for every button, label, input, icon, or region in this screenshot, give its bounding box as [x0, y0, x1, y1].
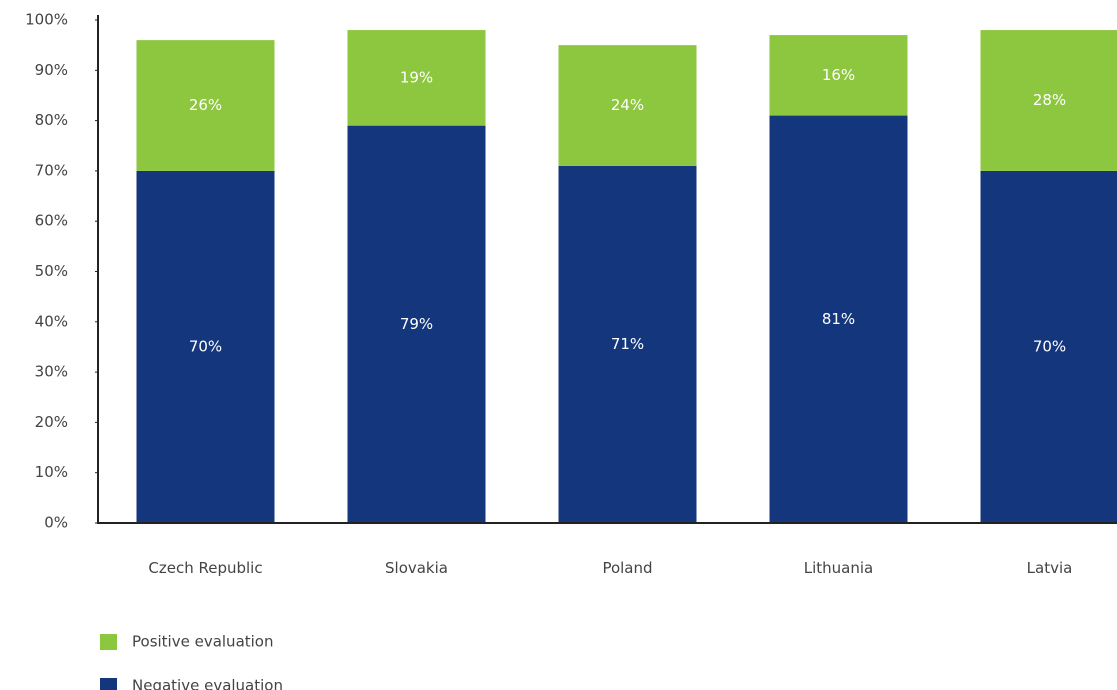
y-tick-label: 100% [25, 11, 68, 29]
y-tick-label: 30% [35, 363, 68, 381]
bar-segment [347, 30, 486, 126]
bar-segment [980, 30, 1117, 171]
bar-segment [558, 45, 697, 166]
x-tick-label: Lithuania [803, 559, 874, 577]
bar-segment [347, 125, 486, 523]
bar-segment [136, 170, 275, 523]
data-label: 79% [400, 315, 433, 333]
x-tick-label: Latvia [1026, 559, 1073, 577]
bar-segment [980, 170, 1117, 523]
y-tick-label: 70% [35, 161, 68, 179]
y-tick-label: 20% [35, 413, 68, 431]
legend-swatch [100, 634, 117, 650]
data-label: 70% [1033, 337, 1066, 355]
bar-segment [558, 165, 697, 523]
data-label: 71% [611, 335, 644, 353]
data-label: 19% [400, 68, 433, 86]
data-label: 81% [822, 310, 855, 328]
x-tick-label: Slovakia [385, 559, 448, 577]
y-tick-label: 0% [44, 514, 68, 532]
data-label: 24% [611, 96, 644, 114]
legend-label: Positive evaluation [132, 633, 274, 651]
data-label: 16% [822, 66, 855, 84]
x-tick-label: Czech Republic [148, 559, 263, 577]
y-tick-label: 80% [35, 111, 68, 129]
data-label: 28% [1033, 91, 1066, 109]
bar-segment [769, 35, 908, 116]
legend-swatch [100, 678, 117, 690]
x-tick-label: Poland [602, 559, 653, 577]
y-tick-label: 90% [35, 61, 68, 79]
y-tick-label: 10% [35, 463, 68, 481]
y-tick-label: 40% [35, 312, 68, 330]
y-tick-label: 50% [35, 262, 68, 280]
y-tick-label: 60% [35, 212, 68, 230]
data-label: 26% [189, 96, 222, 114]
data-label: 70% [189, 337, 222, 355]
legend-label: Negative evaluation [132, 677, 283, 690]
bar-segment [136, 40, 275, 171]
bar-segment [769, 115, 908, 523]
